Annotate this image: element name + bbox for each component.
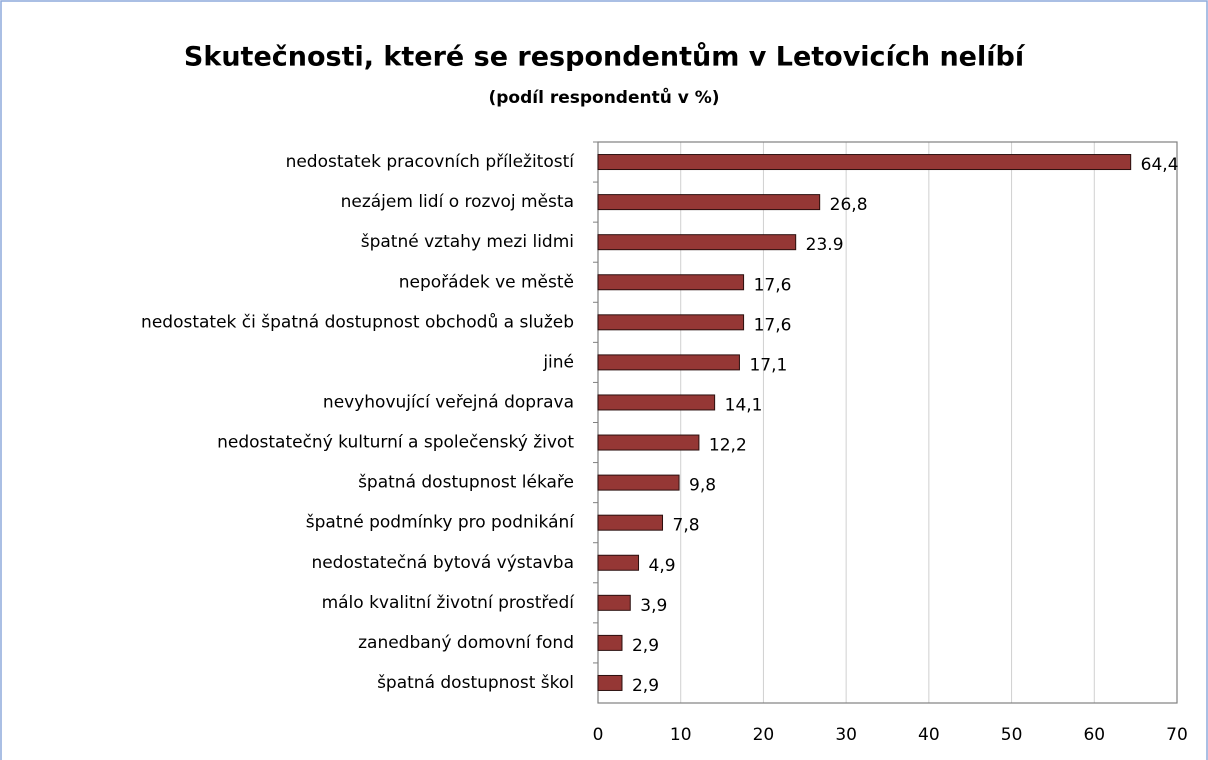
bar: [597, 394, 716, 411]
x-tick-label: 10: [670, 725, 692, 745]
bar: [597, 554, 640, 571]
bar: [597, 474, 680, 491]
bar: [597, 594, 631, 611]
y-tick-label: nedostatek pracovních příležitostí: [286, 152, 576, 172]
bar: [597, 674, 623, 691]
bar: [597, 634, 623, 651]
value-label: 7,8: [673, 516, 700, 536]
bar: [597, 314, 745, 331]
y-tick-label: jiné: [542, 352, 574, 372]
bar: [597, 234, 797, 251]
y-tick-label: špatné podmínky pro podnikání: [306, 513, 576, 533]
y-tick-label: málo kvalitní životní prostředí: [322, 593, 576, 613]
y-tick-label: nezájem lidí o rozvoj města: [341, 192, 574, 212]
value-label: 64,4: [1141, 155, 1179, 175]
bar: [597, 194, 821, 211]
value-label: 17,1: [749, 355, 787, 375]
bar: [597, 514, 664, 531]
x-tick-label: 30: [835, 725, 857, 745]
value-label: 2,9: [632, 636, 659, 656]
bar: [597, 274, 745, 291]
x-tick-label: 20: [753, 725, 775, 745]
value-label: 17,6: [754, 275, 792, 295]
value-label: 3,9: [640, 596, 667, 616]
value-label: 26,8: [830, 195, 868, 215]
y-tick-label: zanedbaný domovní fond: [358, 633, 574, 653]
value-label: 17,6: [754, 315, 792, 335]
chart-subtitle: (podíl respondentů v %): [488, 86, 719, 108]
value-label: 9,8: [689, 476, 716, 496]
x-tick-label: 40: [918, 725, 940, 745]
value-label: 4,9: [649, 556, 676, 576]
chart-title: Skutečnosti, které se respondentům v Let…: [184, 42, 1026, 73]
y-tick-label: špatné vztahy mezi lidmi: [361, 232, 574, 252]
bar: [597, 354, 740, 371]
bar: [597, 434, 700, 451]
value-label: 14,1: [725, 395, 763, 415]
x-tick-label: 0: [593, 725, 604, 745]
y-tick-label: špatná dostupnost škol: [377, 673, 574, 693]
y-tick-label: špatná dostupnost lékaře: [358, 473, 574, 493]
y-tick-label: nevyhovující veřejná doprava: [323, 392, 574, 412]
y-tick-label: nedostatek či špatná dostupnost obchodů …: [141, 312, 574, 332]
value-label: 23.9: [806, 235, 844, 255]
y-tick-label: nepořádek ve městě: [399, 272, 574, 292]
x-tick-label: 60: [1083, 725, 1105, 745]
x-tick-label: 70: [1166, 725, 1188, 745]
bar: [597, 154, 1132, 171]
value-label: 12,2: [709, 436, 747, 456]
y-tick-label: nedostatečná bytová výstavba: [311, 553, 574, 573]
x-tick-label: 50: [1001, 725, 1023, 745]
value-label: 2,9: [632, 676, 659, 696]
y-tick-label: nedostatečný kulturní a společenský živo…: [217, 433, 574, 453]
